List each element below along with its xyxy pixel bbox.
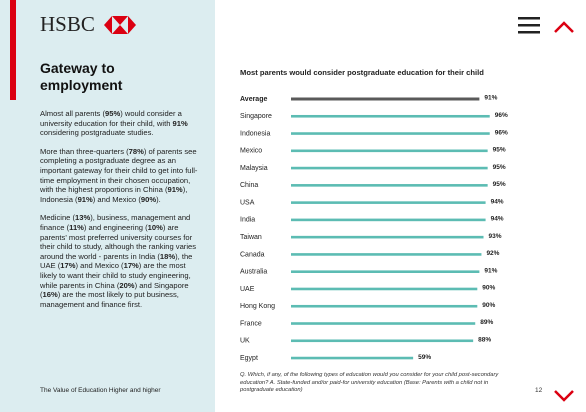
value-label: 94% [491,216,504,223]
chart-note: Q. Which, if any, of the following types… [240,372,499,393]
value-label: 92% [486,250,499,257]
value-label: 91% [484,95,497,102]
bar [291,339,474,343]
text-run: ) and engineering ( [83,222,148,232]
value-label: 95% [493,164,506,171]
menu-icon[interactable] [518,17,540,34]
value-label: 90% [482,285,495,292]
category-label: Egypt [240,355,258,362]
bar [291,184,488,187]
text-run: ). [156,194,161,204]
category-label: Indonesia [240,130,270,137]
text-run: More than three-quarters ( [40,146,129,156]
text-run: 91% [77,194,93,204]
chart-title: Most parents would consider postgraduate… [240,68,484,77]
category-label: Canada [240,251,265,258]
category-label: India [240,217,255,224]
bar [291,201,486,204]
bar [291,356,414,360]
value-label: 95% [493,147,506,154]
value-label: 89% [480,319,493,326]
text-run: ) of parents see completing a postgradua… [40,146,198,195]
text-run: Medicine ( [40,213,76,223]
value-label: 95% [493,181,506,188]
text-run: 10% [147,222,163,232]
sidebar-text: Almost all parents (95%) would consider … [40,109,200,318]
text-run: 91% [167,185,183,195]
category-label: UK [240,338,250,345]
category-label: Average [240,96,267,103]
value-label: 91% [484,267,497,274]
text-run: 20% [119,280,135,290]
value-label: 88% [478,336,491,343]
text-run: 17% [123,261,139,271]
text-run: 90% [140,194,157,204]
paragraph: More than three-quarters (78%) of parent… [40,147,200,205]
paragraph: Almost all parents (95%) would consider … [40,109,200,138]
text-run: 11% [69,222,84,232]
sidebar [0,0,215,412]
scroll-up[interactable] [554,21,574,33]
category-label: Hong Kong [240,303,275,310]
bar [291,132,490,135]
value-label: 96% [495,112,508,119]
text-run: ) are the most likely to want their chil… [40,261,191,290]
footer-text: The Value of Education Higher and higher [40,387,161,394]
category-label: Australia [240,269,267,276]
scroll-down[interactable] [554,390,574,402]
accent-bar [10,0,16,100]
category-label: Taiwan [240,234,262,241]
bar [291,149,488,153]
text-run: ) are the most likely to put business, m… [40,290,179,309]
sidebar-title: Gateway to employment [40,60,123,93]
paragraph: Medicine (13%), business, management and… [40,213,200,309]
bar [291,114,490,118]
text-run: 17% [60,261,76,271]
text-run: 91% [172,118,188,128]
text-run: ) and Singapore ( [40,280,189,300]
page-number: 12 [535,387,543,394]
category-label: UAE [240,286,255,293]
text-run: 18% [159,251,176,261]
bar [291,322,476,325]
bar [291,166,488,170]
value-label: 90% [482,302,495,309]
text-run: Almost all parents ( [40,109,105,118]
category-label: Malaysia [240,165,268,172]
text-run: ), Indonesia ( [40,185,188,204]
text-run: ) are parents' most preferred university… [40,222,197,261]
text-run: 78% [128,146,144,156]
bar [291,97,480,101]
bar [291,253,482,256]
value-label: 94% [491,198,504,205]
text-run: 95% [105,109,121,118]
category-label: China [240,182,258,189]
text-run: ) and Mexico ( [92,194,141,204]
category-label: USA [240,199,255,206]
category-label: France [240,320,262,327]
bar [291,304,478,308]
value-label: 59% [418,354,431,361]
text-run: 16% [42,290,58,300]
text-run: ), the UAE ( [40,251,193,271]
text-run: ), business, management and finance ( [40,213,191,232]
logo-text: HSBC [40,12,95,36]
text-run: 13% [75,213,91,223]
bar [291,270,480,273]
text-run: ) and Mexico ( [75,261,124,271]
text-run: ) would consider a university education … [40,109,182,128]
bar [291,218,486,222]
logo-mark [104,16,136,34]
value-label: 96% [495,129,508,136]
value-label: 93% [489,233,502,240]
bar [291,235,484,239]
category-label: Mexico [240,148,262,155]
bar [291,287,478,291]
category-label: Singapore [240,113,272,120]
text-run: considering postgraduate studies. [40,128,154,138]
